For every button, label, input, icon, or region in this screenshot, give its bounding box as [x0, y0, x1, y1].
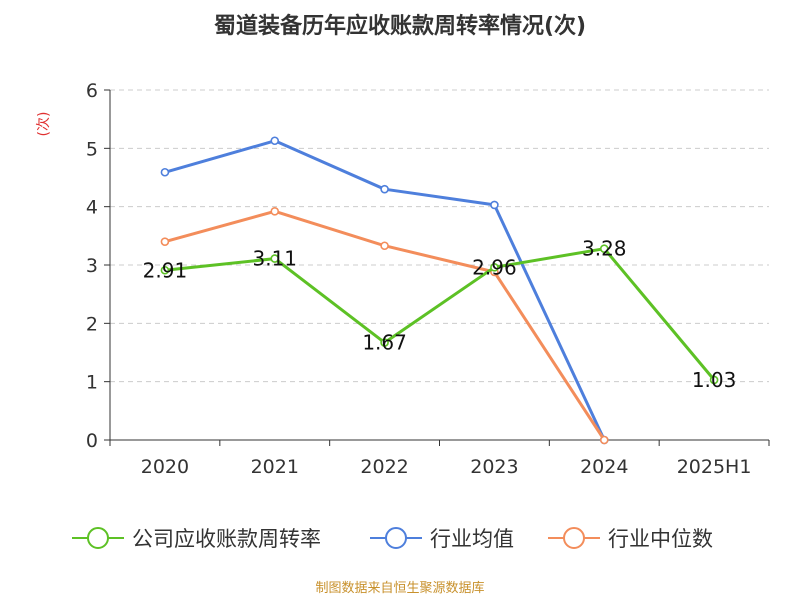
legend-item: 公司应收账款周转率 — [72, 527, 321, 551]
series-point-0 — [490, 263, 499, 272]
series-point-1 — [270, 136, 280, 146]
x-tick-label: 2021 — [251, 456, 299, 478]
x-tick-label: 2025H1 — [677, 456, 752, 478]
y-axis-ticks: 0 1 2 3 4 5 6 — [86, 80, 110, 452]
x-tick-label: 2023 — [470, 456, 518, 478]
source-note: 制图数据来自恒生聚源数据库 — [315, 580, 484, 596]
y-tick-label: 5 — [86, 138, 98, 160]
series-group — [160, 136, 719, 445]
legend-label: 行业均值 — [430, 527, 514, 551]
series-point-1 — [380, 184, 389, 194]
y-tick-label: 4 — [86, 197, 98, 219]
y-tick-label: 6 — [86, 80, 98, 102]
chart-title: 蜀道装备历年应收账款周转率情况(次) — [214, 13, 586, 39]
x-tick-label: 2024 — [580, 456, 628, 478]
series-point-0 — [270, 254, 280, 263]
legend-marker — [385, 527, 407, 549]
series-point-2 — [599, 435, 609, 445]
series-point-2 — [380, 241, 389, 251]
legend: 公司应收账款周转率 行业均值 行业中位数 — [72, 527, 713, 551]
data-labels: 2.91 3.11 1.67 2.96 3.28 1.03 — [143, 237, 737, 392]
legend-marker — [563, 527, 585, 549]
legend-marker — [87, 527, 109, 549]
series-point-2 — [160, 237, 170, 246]
legend-label: 行业中位数 — [608, 527, 713, 551]
legend-item: 行业中位数 — [548, 527, 713, 551]
x-axis-ticks: 2020 2021 2022 2023 2024 2025H1 — [109, 440, 770, 478]
series-point-0 — [599, 244, 609, 253]
y-tick-label: 3 — [86, 255, 98, 277]
data-label: 3.28 — [582, 237, 627, 261]
y-axis-label: (次) — [36, 112, 52, 137]
series-point-2 — [270, 207, 280, 216]
x-tick-label: 2022 — [360, 456, 408, 478]
series-point-0 — [160, 265, 170, 275]
legend-item: 行业均值 — [370, 527, 514, 551]
data-label: 2.91 — [143, 258, 188, 282]
y-tick-label: 2 — [86, 313, 98, 335]
y-tick-label: 1 — [86, 372, 98, 394]
data-label: 2.96 — [472, 255, 517, 279]
series-point-0 — [709, 375, 719, 385]
series-point-1 — [490, 200, 499, 210]
legend-label: 公司应收账款周转率 — [132, 527, 321, 551]
data-label: 1.03 — [692, 368, 737, 392]
grid-lines — [110, 89, 769, 383]
data-label: 3.11 — [252, 247, 297, 271]
series-point-1 — [160, 167, 170, 177]
series-point-0 — [380, 338, 389, 347]
series-line-0 — [164, 247, 716, 381]
y-tick-label: 0 — [86, 430, 98, 452]
x-tick-label: 2020 — [141, 456, 189, 478]
data-label: 1.67 — [362, 331, 407, 355]
